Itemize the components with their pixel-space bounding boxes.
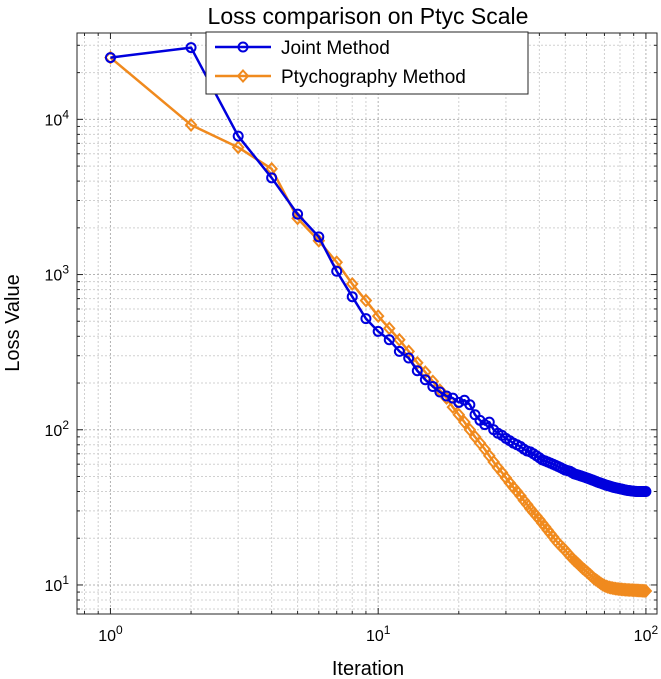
y-tick-label: 102 <box>45 418 70 440</box>
y-tick-label: 104 <box>45 107 70 129</box>
data-point-ptychography <box>452 407 466 422</box>
data-point-joint <box>441 390 453 402</box>
data-point-joint <box>104 52 116 64</box>
data-point-joint <box>453 396 465 408</box>
data-point-ptychography <box>359 293 373 308</box>
data-point-ptychography <box>410 355 424 370</box>
data-point-joint <box>313 231 325 243</box>
ticks <box>77 33 657 614</box>
data-point-ptychography <box>393 332 406 347</box>
x-tick-label: 102 <box>634 623 659 645</box>
x-tick-label: 100 <box>98 623 123 645</box>
data-point-joint <box>403 352 415 364</box>
data-point-joint <box>372 325 384 337</box>
legend-marker-ptychography <box>236 69 250 83</box>
legend-marker-joint <box>237 41 249 53</box>
data-point-ptychography <box>345 276 359 291</box>
x-axis-label: Iteration <box>332 658 404 679</box>
data-point-joint <box>419 374 431 386</box>
data-point-joint <box>331 265 343 277</box>
data-point-joint <box>346 291 358 303</box>
data-point-joint <box>232 130 244 142</box>
data-point-ptychography <box>231 140 245 155</box>
data-point-joint <box>640 486 652 498</box>
data-point-ptychography <box>463 422 477 437</box>
x-tick-label: 101 <box>366 623 391 645</box>
data-point-ptychography <box>458 415 471 430</box>
y-axis-label: Loss Value <box>2 274 24 371</box>
data-point-ptychography <box>371 309 385 324</box>
data-point-joint <box>393 345 405 357</box>
data-point-joint <box>360 313 372 325</box>
data-point-joint <box>427 380 439 392</box>
legend: Joint Method Ptychography Method <box>205 31 529 95</box>
chart-title: Loss comparison on Ptyc Scale <box>208 3 529 29</box>
data-point-ptychography <box>184 117 198 132</box>
y-tick-label: 101 <box>45 573 70 595</box>
data-point-joint <box>464 399 476 411</box>
legend-label-joint: Joint Method <box>281 38 390 59</box>
data-point-ptychography <box>382 321 396 336</box>
data-point-joint <box>266 172 278 184</box>
tick-labels: 100 101 102 101 102 103 104 <box>45 107 659 645</box>
data-point-joint <box>383 334 395 346</box>
legend-box <box>205 31 529 95</box>
series-layer <box>104 42 653 598</box>
data-point-joint <box>185 42 197 54</box>
y-tick-label: 103 <box>45 263 70 285</box>
legend-label-ptychography: Ptychography Method <box>281 67 466 88</box>
data-point-joint <box>411 365 423 377</box>
data-point-ptychography <box>639 583 653 598</box>
data-point-joint <box>292 208 304 220</box>
